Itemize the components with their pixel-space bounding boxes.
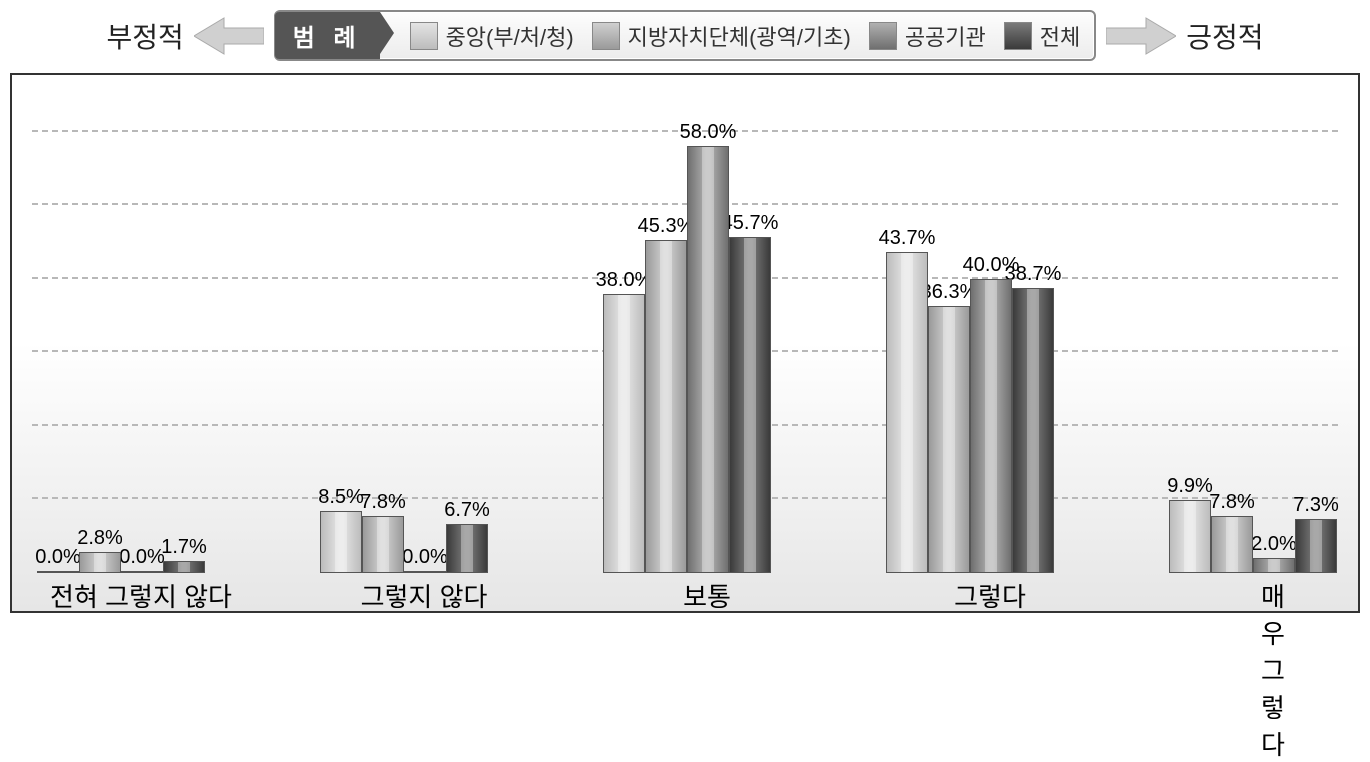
legend-item-1: 지방자치단체(광역/기초) [592,20,851,52]
bar-wrap: 43.7% [886,227,928,573]
legend-item-3: 전체 [1004,20,1080,52]
bar [1295,519,1337,573]
bar-wrap: 2.8% [79,527,121,573]
bar-value-label: 7.8% [1209,491,1255,514]
bar [645,240,687,573]
x-axis-label: 매우 그렇다 [1251,577,1296,762]
chart-frame: 전혀 그렇지 않다그렇지 않다보통그렇다매우 그렇다 0.0%2.8%0.0%1… [10,73,1360,613]
bar-wrap: 7.8% [362,491,404,573]
bar [1211,516,1253,573]
bar-value-label: 38.7% [1005,263,1062,286]
legend-label-1: 지방자치단체(광역/기초) [628,20,851,52]
bar-value-label: 0.0% [35,546,81,569]
bar-value-label: 7.3% [1293,494,1339,517]
bar-wrap: 0.0% [37,546,79,573]
legend-items: 중앙(부/처/청) 지방자치단체(광역/기초) 공공기관 전체 [410,20,1081,52]
bar-wrap: 58.0% [687,121,729,573]
bar-wrap: 40.0% [970,254,1012,573]
bar [404,571,446,573]
bar-wrap: 36.3% [928,281,970,573]
legend-box: 범 례 중앙(부/처/청) 지방자치단체(광역/기초) 공공기관 전체 [274,10,1097,61]
bar-value-label: 7.8% [360,491,406,514]
bar-value-label: 1.7% [161,536,207,559]
bar [320,511,362,574]
right-arrow-icon [1106,16,1176,56]
bar-wrap: 8.5% [320,486,362,574]
bar [603,294,645,573]
right-scale-label: 긍정적 [1186,16,1263,56]
bar-value-label: 2.8% [77,527,123,550]
bar-wrap: 38.7% [1012,263,1054,573]
legend-swatch-0 [410,22,438,50]
bar-value-label: 58.0% [680,121,737,144]
bar-wrap: 2.0% [1253,533,1295,573]
bar-value-label: 45.3% [638,215,695,238]
bar-group-0: 0.0%2.8%0.0%1.7% [37,527,205,573]
bar [1253,558,1295,573]
bar-group-3: 43.7%36.3%40.0%38.7% [886,227,1054,573]
bar [886,252,928,573]
bar [928,306,970,573]
legend-swatch-1 [592,22,620,50]
bar-wrap: 45.3% [645,215,687,573]
legend-title: 범 례 [275,12,380,59]
bar-wrap: 45.7% [729,212,771,573]
bar-value-label: 45.7% [722,212,779,235]
bar-wrap: 1.7% [163,536,205,574]
bar [729,237,771,573]
bar-wrap: 9.9% [1169,475,1211,573]
x-axis-label: 그렇다 [954,577,1026,614]
x-axis-labels: 전혀 그렇지 않다그렇지 않다보통그렇다매우 그렇다 [52,577,1318,617]
bar-value-label: 38.0% [596,269,653,292]
bar [687,146,729,573]
bar-value-label: 9.9% [1167,475,1213,498]
bar-value-label: 36.3% [921,281,978,304]
bar [1169,500,1211,573]
chart-header: 부정적 범 례 중앙(부/처/청) 지방자치단체(광역/기초) 공공기관 전체 긍정적 [10,10,1360,61]
bar-group-1: 8.5%7.8% 0.0% 6.7% [320,486,488,574]
bar-wrap: 6.7% [446,499,488,573]
legend-swatch-2 [869,22,897,50]
bar-value-label: 43.7% [879,227,936,250]
bar-value-label: 0.0% [119,546,165,569]
bar-value-label: 2.0% [1251,533,1297,556]
plot-area: 전혀 그렇지 않다그렇지 않다보통그렇다매우 그렇다 0.0%2.8%0.0%1… [32,95,1338,573]
bar-value-label: 6.7% [444,499,490,522]
legend-item-0: 중앙(부/처/청) [410,20,574,52]
x-axis-label: 보통 [683,577,731,614]
legend-item-2: 공공기관 [869,20,986,52]
bar-wrap: 0.0% [404,546,446,573]
bar [121,571,163,573]
bar [362,516,404,573]
bar [79,552,121,573]
x-axis-label: 전혀 그렇지 않다 [50,577,232,614]
left-arrow-icon [194,16,264,56]
bar-wrap: 7.3% [1295,494,1337,573]
x-axis-label: 그렇지 않다 [361,577,488,614]
bar [446,524,488,573]
legend-label-2: 공공기관 [905,20,986,52]
bar [37,571,79,573]
bar [1012,288,1054,573]
bar-value-label: 8.5% [318,486,364,509]
bar [163,561,205,574]
bar [970,279,1012,573]
left-scale-label: 부정적 [106,16,183,56]
bar-wrap: 38.0% [603,269,645,573]
bar-wrap: 0.0% [121,546,163,573]
bar-wrap: 7.8% [1211,491,1253,573]
legend-label-3: 전체 [1040,20,1080,52]
legend-label-0: 중앙(부/처/청) [446,20,574,52]
bar-group-4: 9.9%7.8% 2.0% 7.3% [1169,475,1337,573]
legend-swatch-3 [1004,22,1032,50]
bar-group-2: 38.0%45.3%58.0%45.7% [603,121,771,573]
bar-value-label: 0.0% [402,546,448,569]
